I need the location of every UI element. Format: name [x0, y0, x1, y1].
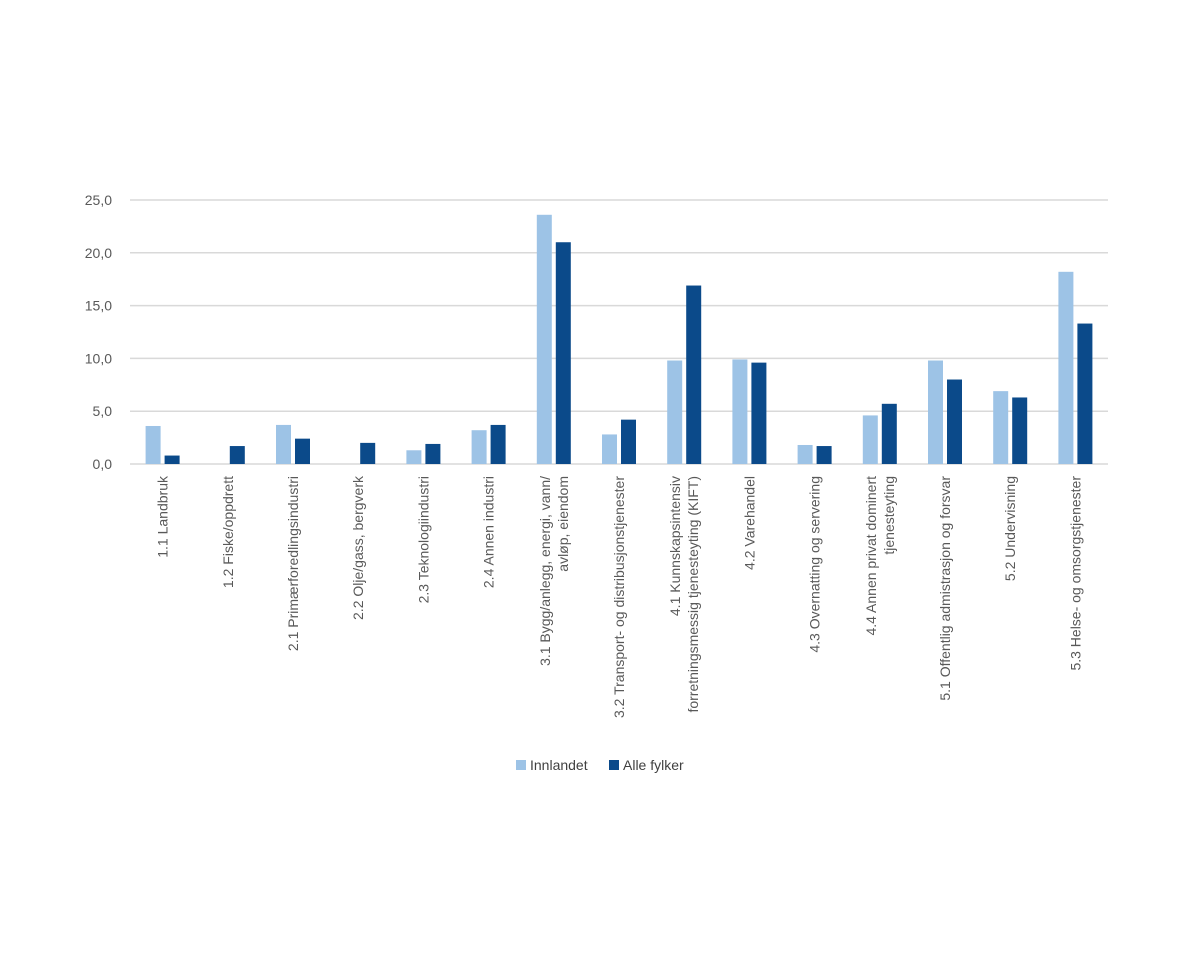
legend-label: Alle fylker — [623, 757, 684, 773]
bar-alle-fylker — [360, 442, 376, 464]
y-tick-label: 10,0 — [85, 350, 112, 366]
bar-innlandet — [471, 430, 487, 464]
x-tick-label: 5.2 Undervisning — [1002, 476, 1018, 581]
y-tick-label: 15,0 — [85, 298, 112, 314]
bar-alle-fylker — [164, 455, 180, 464]
x-tick-label: 5.3 Helse- og omsorgstjenester — [1067, 476, 1083, 671]
bar-alle-fylker — [490, 424, 506, 464]
bar-alle-fylker — [229, 446, 245, 464]
y-tick-label: 0,0 — [93, 456, 113, 472]
x-tick-label: 2.4 Annen industri — [481, 476, 497, 588]
bar-innlandet — [928, 360, 943, 464]
bar-alle-fylker — [1077, 323, 1093, 464]
x-tick-label: 4.2 Varehandel — [741, 476, 757, 570]
x-tick-label: tjenesteyting — [881, 476, 897, 555]
bar-innlandet — [145, 425, 161, 464]
legend-label: Innlandet — [530, 757, 588, 773]
x-tick-label: 4.1 Kunnskapsintensiv — [667, 476, 683, 616]
bar-alle-fylker — [881, 403, 897, 464]
y-tick-label: 20,0 — [85, 245, 112, 261]
bar-innlandet — [406, 450, 422, 464]
y-tick-label: 5,0 — [93, 403, 113, 419]
x-tick-label: 2.3 Teknologiindustri — [415, 476, 431, 603]
y-tick-label: 25,0 — [85, 192, 112, 208]
legend-swatch — [516, 760, 526, 770]
gridlines — [130, 199, 1108, 465]
x-tick-label: 1.1 Landbruk — [155, 475, 171, 558]
bars — [145, 214, 1093, 464]
legend-swatch — [609, 760, 619, 770]
bar-alle-fylker — [751, 362, 767, 464]
x-tick-label: forretningsmessig tjenesteyting (KIFT) — [685, 476, 701, 713]
y-axis-ticks: 0,0 5,0 10,0 15,0 20,0 25,0 — [85, 192, 112, 472]
bar-alle-fylker — [555, 242, 571, 464]
bar-innlandet — [602, 434, 617, 464]
x-tick-label: 4.3 Overnatting og servering — [807, 476, 823, 653]
bar-alle-fylker — [295, 438, 310, 464]
bar-innlandet — [1058, 271, 1074, 464]
x-tick-label: 5.1 Offentlig admistrasjon og forsvar — [937, 476, 953, 701]
bar-alle-fylker — [816, 446, 832, 464]
x-tick-label: 2.2 Olje/gass, bergverk — [350, 475, 366, 620]
bar-innlandet — [732, 359, 748, 464]
bar-innlandet — [797, 444, 813, 464]
bar-innlandet — [276, 424, 291, 464]
x-tick-label: 3.1 Bygg/anlegg, energi, vann/ — [537, 476, 553, 666]
bar-alle-fylker — [621, 419, 636, 464]
x-tick-label: 1.2 Fiske/oppdrett — [220, 476, 236, 588]
bar-innlandet — [536, 214, 552, 464]
bar-innlandet — [993, 391, 1009, 464]
x-tick-label: 2.1 Primærforedlingsindustri — [285, 476, 301, 651]
bar-alle-fylker — [686, 285, 702, 464]
bar-alle-fylker — [425, 443, 441, 464]
bar-alle-fylker — [1012, 397, 1028, 464]
bar-alle-fylker — [947, 379, 962, 464]
bar-innlandet — [862, 415, 878, 464]
x-axis-ticks: 1.1 Landbruk 1.2 Fiske/oppdrett 2.1 Primær… — [155, 475, 1084, 718]
x-tick-label: avløp, eiendom — [555, 476, 571, 572]
x-tick-label: 3.2 Transport- og distribusjonstjenester — [611, 476, 627, 718]
legend: Innlandet Alle fylker — [516, 757, 684, 773]
bar-innlandet — [667, 360, 683, 464]
x-tick-label: 4.4 Annen privat dominert — [863, 476, 879, 636]
